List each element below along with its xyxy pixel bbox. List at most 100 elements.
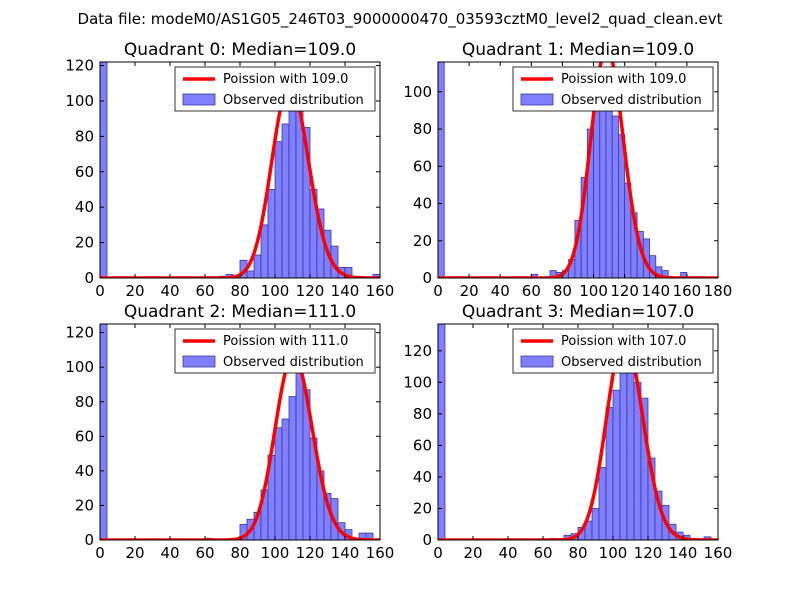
legend-label: Observed distribution [223, 355, 364, 370]
y-tick-label: 20 [413, 232, 432, 250]
y-tick-label: 120 [65, 324, 94, 342]
y-tick-label: 20 [75, 496, 94, 514]
panel-title: Quadrant 2: Median=111.0 [124, 302, 356, 322]
axes-frame [437, 61, 719, 279]
y-tick-label: 80 [75, 127, 94, 145]
x-tick-label: 160 [366, 544, 395, 562]
x-tick-label: 60 [195, 282, 214, 300]
x-tick-label: 0 [95, 282, 105, 300]
x-tick-label: 20 [463, 544, 482, 562]
x-tick-label: 120 [634, 544, 663, 562]
legend-patch-swatch [520, 355, 554, 368]
x-tick-label: 100 [599, 544, 628, 562]
x-tick-label: 0 [95, 544, 105, 562]
histogram-bar [591, 508, 600, 540]
legend: Poission with 109.0 Observed distribution [174, 66, 376, 112]
panel-quadrant-2: 0 20 40 60 80 100 120 140 160 0 20 40 60 80 100 120 Quad… [65, 302, 394, 562]
histogram-bar [288, 109, 297, 278]
histogram-bar [593, 106, 601, 278]
x-tick-label: 100 [261, 282, 290, 300]
histogram-bar [365, 532, 374, 540]
x-tick-label: 120 [296, 282, 325, 300]
x-tick-label: 140 [641, 282, 670, 300]
x-tick-label: 100 [261, 544, 290, 562]
panel-quadrant-3: 0 20 40 60 80 100 120 140 160 0 20 40 60 80 100 120 Quad… [403, 302, 732, 562]
x-tick-label: 40 [160, 282, 179, 300]
figure-suptitle: Data file: modeM0/AS1G05_246T03_90000004… [78, 10, 723, 29]
x-tick-label: 160 [673, 282, 702, 300]
y-tick-label: 80 [413, 120, 432, 138]
legend: Poission with 111.0 Observed distribution [174, 328, 376, 374]
y-tick-label: 80 [413, 405, 432, 423]
histogram-bar [598, 467, 607, 540]
y-tick-label: 60 [413, 436, 432, 454]
legend-patch-swatch [182, 355, 216, 368]
x-tick-label: 20 [125, 282, 144, 300]
legend-label: Poission with 107.0 [561, 334, 686, 349]
panel-title: Quadrant 1: Median=109.0 [462, 40, 694, 60]
x-tick-label: 20 [125, 544, 144, 562]
x-tick-label: 180 [704, 282, 733, 300]
x-tick-label: 20 [460, 282, 479, 300]
histogram-bar [281, 123, 290, 278]
y-tick-label: 0 [422, 269, 432, 287]
panel-quadrant-1: 0 20 40 60 80 100 120 140 160 180020406080100Quad… [403, 40, 732, 300]
y-tick-label: 40 [75, 198, 94, 216]
y-tick-label: 0 [84, 531, 94, 549]
legend-label: Poission with 109.0 [223, 72, 348, 87]
histogram-bar [438, 62, 445, 278]
x-tick-label: 80 [230, 544, 249, 562]
x-tick-label: 80 [230, 282, 249, 300]
y-tick-label: 40 [413, 468, 432, 486]
legend-patch-swatch [520, 93, 554, 106]
x-tick-label: 160 [704, 544, 733, 562]
y-tick-label: 20 [75, 234, 94, 252]
y-tick-label: 60 [413, 157, 432, 175]
x-tick-label: 60 [522, 282, 541, 300]
histogram-bars [100, 324, 374, 540]
x-tick-label: 140 [331, 282, 360, 300]
histogram-bar [260, 224, 269, 278]
histogram-bar [253, 254, 262, 278]
histogram-bar [281, 418, 290, 540]
x-tick-label: 40 [160, 544, 179, 562]
histogram-bar [274, 141, 283, 278]
histogram-bar [100, 324, 108, 540]
y-tick-label: 60 [75, 163, 94, 181]
y-tick-label: 100 [403, 83, 432, 101]
y-tick-label: 20 [413, 499, 432, 517]
histogram-bar [267, 189, 276, 278]
y-tick-label: 0 [84, 269, 94, 287]
histogram-bar [246, 270, 255, 278]
legend-label: Observed distribution [561, 93, 702, 108]
y-tick-label: 100 [403, 373, 432, 391]
y-tick-label: 40 [413, 195, 432, 213]
x-tick-label: 60 [195, 544, 214, 562]
histogram-bars [438, 62, 688, 278]
legend-label: Observed distribution [561, 355, 702, 370]
legend: Poission with 109.0 Observed distribution [512, 66, 714, 112]
x-tick-label: 120 [296, 544, 325, 562]
y-tick-label: 80 [75, 393, 94, 411]
y-tick-label: 120 [403, 342, 432, 360]
histogram-bar [611, 115, 619, 278]
y-tick-label: 0 [422, 531, 432, 549]
histogram-bar [626, 366, 635, 540]
poisson-curve [438, 336, 718, 540]
x-tick-label: 100 [579, 282, 608, 300]
legend-label: Observed distribution [223, 93, 364, 108]
y-tick-label: 60 [75, 427, 94, 445]
histogram-bar [274, 427, 283, 540]
legend-label: Poission with 111.0 [223, 334, 348, 349]
panel-title: Quadrant 0: Median=109.0 [124, 40, 356, 60]
x-tick-label: 60 [533, 544, 552, 562]
y-tick-label: 40 [75, 462, 94, 480]
panel-title: Quadrant 3: Median=107.0 [462, 302, 694, 322]
x-tick-label: 160 [366, 282, 395, 300]
legend-patch-swatch [182, 93, 216, 106]
x-tick-label: 120 [610, 282, 639, 300]
panel-quadrant-0: 0 20 40 60 80 100 120 140 160 0 20 40 60 80 100 120 Quad… [65, 40, 394, 300]
x-tick-label: 80 [553, 282, 572, 300]
legend-label: Poission with 109.0 [561, 72, 686, 87]
